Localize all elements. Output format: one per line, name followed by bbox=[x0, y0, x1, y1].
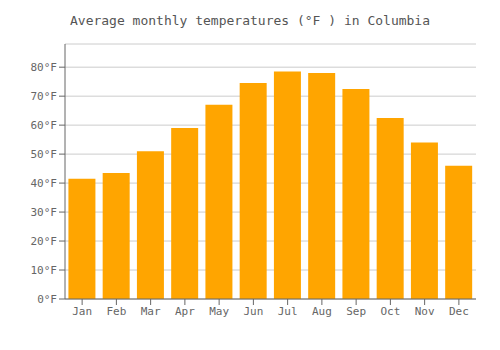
svg-text:50°F: 50°F bbox=[31, 148, 58, 161]
svg-text:80°F: 80°F bbox=[31, 61, 58, 74]
svg-text:Feb: Feb bbox=[106, 305, 126, 318]
svg-text:Dec: Dec bbox=[449, 305, 469, 318]
html-text:Average monthly temperatures (: Average monthly temperatures (°F ) in Co… bbox=[70, 13, 430, 28]
svg-text:70°F: 70°F bbox=[31, 90, 58, 103]
svg-text:Jun: Jun bbox=[243, 305, 263, 318]
svg-text:Nov: Nov bbox=[415, 305, 435, 318]
svg-text:Jul: Jul bbox=[278, 305, 298, 318]
svg-text:Oct: Oct bbox=[380, 305, 400, 318]
svg-text:Sep: Sep bbox=[346, 305, 366, 318]
svg-text:0°F: 0°F bbox=[37, 293, 57, 306]
svg-text:20°F: 20°F bbox=[31, 235, 58, 248]
svg-text:60°F: 60°F bbox=[31, 119, 58, 132]
svg-text:Jan: Jan bbox=[72, 305, 92, 318]
svg-text:10°F: 10°F bbox=[31, 264, 58, 277]
svg-text:May: May bbox=[209, 305, 229, 318]
svg-text:30°F: 30°F bbox=[31, 206, 58, 219]
svg-text:Mar: Mar bbox=[141, 305, 161, 318]
svg-text:40°F: 40°F bbox=[31, 177, 58, 190]
svg-text:Apr: Apr bbox=[175, 305, 195, 318]
svg-text:Aug: Aug bbox=[312, 305, 332, 318]
